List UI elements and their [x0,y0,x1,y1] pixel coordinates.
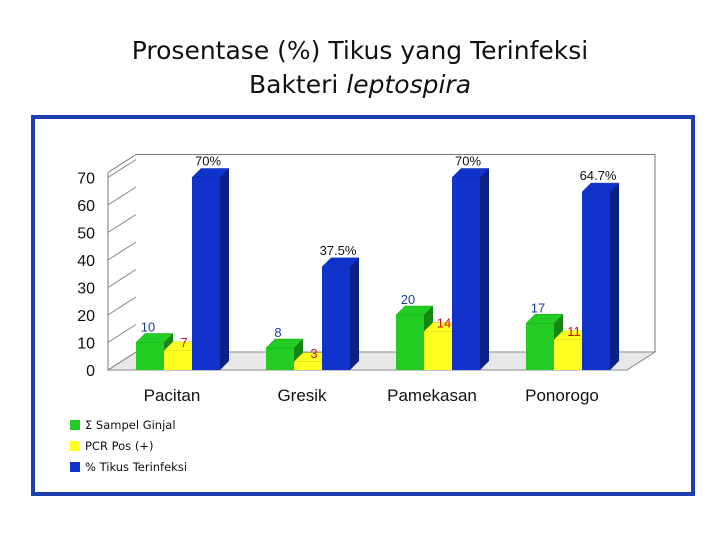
chart-title: Prosentase (%) Tikus yang Terinfeksi Bak… [0,34,720,102]
y-tick-7 [107,159,137,178]
bar-1-2-front [424,331,452,370]
y-tick-label-4: 40 [77,253,95,270]
y-tick-label-7: 70 [77,171,95,188]
bar-2-1-side [350,257,359,370]
legend-item-sampel: Σ Sampel Ginjal [70,414,187,435]
y-tick-6 [107,186,137,206]
data-label-0-0: 10 [141,320,155,335]
title-line-2: Bakteri leptospira [0,68,720,102]
bar-2-2-side [480,168,489,370]
bar-0-3-front [526,323,554,370]
y-tick-1 [107,324,137,343]
y-tick-3 [107,269,137,288]
bar-1-1-front [294,361,322,370]
data-label-0-1: 8 [274,325,281,340]
y-tick-2 [107,296,137,316]
data-label-1-0: 7 [180,335,187,350]
legend-item-tikus: % Tikus Terinfeksi [70,456,187,477]
y-tick-label-6: 60 [77,198,95,215]
bar-2-1-front [322,266,350,370]
title-line-1: Prosentase (%) Tikus yang Terinfeksi [131,36,589,65]
y-tick-0 [107,351,137,371]
y-tick-5 [107,214,137,233]
y-tick-label-1: 10 [77,336,95,353]
title-line-2-italic: leptospira [346,70,472,99]
data-label-1-1: 3 [310,346,317,361]
data-label-1-3: 11 [567,324,581,339]
bar-0-0-front [136,342,164,370]
y-tick-4 [107,241,137,261]
data-label-2-0: 70% [195,154,221,169]
y-axis-top-edge [107,154,137,173]
bar-0-2-front [396,315,424,370]
category-label-1: Gresik [277,386,327,405]
bar-2-0-side [220,168,229,370]
y-tick-label-3: 30 [77,281,95,298]
data-label-0-2: 20 [401,292,415,307]
data-label-0-3: 17 [531,300,545,315]
category-label-2: Pamekasan [387,386,477,405]
bar-2-2-front [452,177,480,370]
legend-swatch-blue [70,461,80,472]
data-label-2-3: 64.7% [580,168,617,183]
y-tick-label-5: 50 [77,226,95,243]
legend-item-pcr: PCR Pos (+) [70,435,187,456]
legend-swatch-yellow [70,440,80,451]
bar-1-3-front [554,339,582,370]
category-label-0: Pacitan [144,386,201,405]
legend-label-tikus: % Tikus Terinfeksi [85,459,188,474]
bar-2-3-side [610,183,619,370]
legend-swatch-green [70,419,80,430]
category-label-3: Ponorogo [525,386,599,405]
bar-2-3-front [582,192,610,370]
y-tick-label-2: 20 [77,308,95,325]
y-tick-label-0: 0 [86,363,95,380]
data-label-1-2: 14 [437,316,451,331]
data-label-2-2: 70% [455,154,481,169]
bar-2-0-front [192,177,220,370]
chart-legend: Σ Sampel Ginjal PCR Pos (+) % Tikus Teri… [70,414,187,477]
bar-1-0-front [164,350,192,370]
legend-label-sampel: Σ Sampel Ginjal [85,417,176,432]
data-label-2-1: 37.5% [320,243,357,258]
bar-0-1-front [266,348,294,370]
legend-label-pcr: PCR Pos (+) [85,438,154,453]
title-line-2-plain: Bakteri [248,70,347,99]
